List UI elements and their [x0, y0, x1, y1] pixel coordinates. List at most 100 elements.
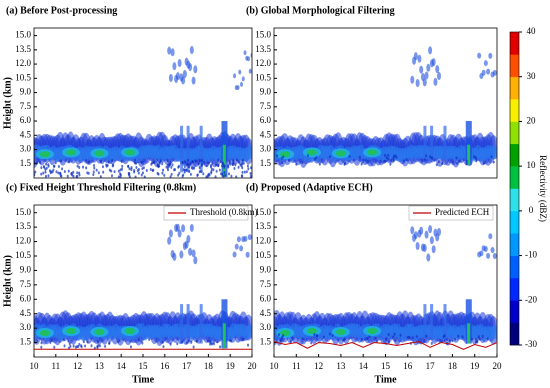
- legend-label: Threshold (0.8km): [190, 207, 258, 217]
- echo: [118, 338, 121, 342]
- echo: [149, 167, 152, 171]
- echo: [490, 155, 493, 159]
- echo: [437, 160, 440, 164]
- echo: [488, 233, 493, 240]
- x-axis-label: Time: [132, 374, 155, 385]
- echo: [465, 162, 468, 166]
- echo: [191, 249, 196, 258]
- reflectivity-field: [274, 46, 497, 168]
- echo: [82, 165, 85, 169]
- echo: [39, 151, 50, 158]
- echo: [205, 175, 208, 178]
- echo: [119, 168, 122, 172]
- echo: [161, 340, 164, 344]
- streak: [430, 304, 434, 339]
- echo: [455, 156, 458, 160]
- echo: [78, 342, 81, 346]
- echo: [206, 339, 209, 343]
- echo: [45, 162, 48, 166]
- echo: [193, 65, 198, 74]
- colorbar-frame: [509, 31, 520, 346]
- echo: [169, 175, 172, 178]
- x-tick-label: 10: [30, 361, 40, 371]
- x-tick-label: 17: [426, 361, 436, 371]
- echo: [170, 172, 173, 176]
- echo: [90, 344, 93, 348]
- echo: [161, 162, 164, 166]
- echo: [242, 161, 245, 165]
- x-tick-label: 14: [359, 361, 369, 371]
- streak: [199, 304, 203, 344]
- echo: [385, 337, 388, 341]
- echo: [152, 168, 155, 172]
- echo: [137, 171, 140, 175]
- echo: [117, 169, 120, 173]
- echo: [219, 160, 222, 164]
- echo: [470, 337, 473, 341]
- echo: [478, 337, 481, 341]
- echo: [214, 175, 217, 178]
- echo: [322, 335, 325, 339]
- echo: [86, 340, 89, 344]
- streak: [465, 299, 472, 344]
- echo: [238, 69, 242, 75]
- y-tick-label: 4.5: [260, 129, 272, 139]
- echo: [486, 337, 489, 341]
- echo: [127, 164, 130, 168]
- echo: [437, 72, 442, 81]
- echo: [492, 69, 497, 76]
- echo: [108, 341, 111, 345]
- echo: [145, 168, 148, 172]
- echo: [474, 337, 477, 341]
- echo: [367, 149, 378, 156]
- echo: [281, 336, 284, 340]
- echo: [49, 340, 52, 344]
- echo: [97, 171, 100, 175]
- echo: [454, 337, 457, 341]
- echo: [189, 162, 192, 166]
- echo: [419, 226, 424, 235]
- echo: [166, 159, 169, 163]
- echo: [163, 173, 166, 177]
- echo: [133, 168, 136, 172]
- colorbar-tick-label: 40: [527, 26, 537, 36]
- echo: [287, 158, 290, 162]
- echo: [459, 159, 462, 163]
- echo: [247, 343, 250, 347]
- y-tick-label: 3.0: [260, 144, 272, 154]
- echo: [366, 337, 369, 341]
- echo: [177, 59, 182, 68]
- echo: [59, 174, 62, 178]
- echo: [249, 172, 252, 176]
- colorbar-tick-label: 10: [527, 160, 537, 170]
- x-tick-label: 13: [336, 361, 346, 371]
- echo: [101, 165, 104, 169]
- echo: [492, 160, 495, 164]
- echo: [306, 153, 309, 157]
- echo: [306, 149, 317, 156]
- echo: [224, 173, 227, 177]
- colorbar-segment: [510, 188, 519, 212]
- echo: [190, 166, 193, 170]
- echo: [189, 172, 192, 176]
- streak: [186, 304, 190, 344]
- x-tick-label: 20: [493, 361, 503, 371]
- echo: [120, 160, 123, 164]
- echo: [92, 164, 95, 168]
- echo: [234, 163, 237, 167]
- echo: [476, 339, 479, 343]
- echo: [200, 159, 203, 163]
- echo: [488, 52, 493, 59]
- echo: [181, 174, 184, 178]
- x-tick-label: 18: [204, 361, 214, 371]
- colorbar-segment: [510, 233, 519, 256]
- echo: [44, 167, 47, 171]
- echo: [430, 341, 433, 345]
- echo: [279, 338, 282, 342]
- echo: [72, 174, 75, 178]
- echo: [113, 170, 116, 174]
- echo: [425, 154, 428, 158]
- echo: [301, 337, 304, 341]
- y-tick-label: 1.5: [20, 158, 32, 168]
- y-tick-label: 6.0: [260, 293, 272, 303]
